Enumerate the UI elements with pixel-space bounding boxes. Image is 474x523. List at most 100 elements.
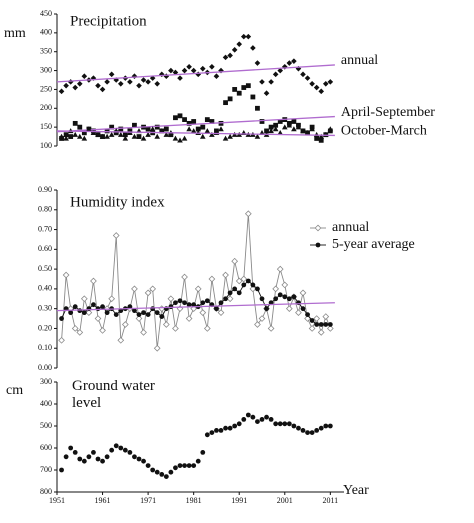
marker	[104, 128, 110, 134]
marker	[281, 124, 288, 130]
marker	[186, 463, 192, 468]
marker	[199, 65, 206, 72]
marker	[177, 298, 183, 304]
marker	[145, 312, 151, 317]
marker	[80, 295, 88, 303]
marker	[268, 79, 274, 85]
marker	[199, 133, 206, 139]
marker	[226, 295, 234, 303]
marker	[81, 135, 88, 141]
marker	[309, 318, 315, 323]
y-tick-label: 0.30	[38, 303, 52, 312]
marker	[100, 304, 105, 310]
marker	[327, 79, 334, 85]
marker	[299, 289, 307, 297]
y-tick-label: 700	[40, 465, 52, 474]
marker	[95, 131, 101, 137]
marker	[172, 69, 179, 76]
marker	[135, 315, 143, 322]
marker	[162, 321, 170, 328]
y-tick-label: 250	[40, 84, 52, 93]
marker	[208, 275, 216, 283]
marker	[259, 296, 265, 302]
legend-label: 5-year average	[332, 237, 415, 252]
marker	[144, 289, 152, 297]
marker	[117, 80, 124, 87]
y-tick-label: 0.20	[38, 323, 52, 332]
marker	[159, 314, 165, 319]
marker	[281, 281, 289, 289]
marker	[127, 450, 133, 455]
marker	[227, 52, 233, 59]
marker	[277, 119, 283, 124]
marker	[81, 73, 88, 80]
marker	[281, 64, 288, 70]
marker	[177, 137, 183, 143]
marker	[223, 100, 228, 106]
marker	[313, 315, 321, 322]
marker	[113, 312, 119, 317]
marker	[232, 87, 238, 92]
marker	[153, 344, 161, 352]
marker	[314, 428, 320, 433]
marker	[168, 67, 174, 74]
marker	[131, 73, 138, 80]
marker	[186, 64, 192, 70]
marker	[232, 286, 238, 292]
marker	[227, 133, 233, 139]
marker	[255, 286, 260, 292]
marker	[181, 135, 188, 141]
marker	[59, 467, 64, 473]
marker	[68, 134, 74, 139]
marker	[121, 321, 129, 328]
marker	[218, 126, 224, 132]
marker	[285, 305, 293, 313]
marker	[236, 90, 242, 96]
marker	[77, 456, 83, 462]
y-tick-label: 100	[40, 141, 52, 150]
marker	[195, 71, 202, 78]
marker	[244, 210, 252, 218]
marker	[77, 124, 83, 130]
marker	[63, 454, 69, 460]
marker	[95, 456, 101, 462]
marker	[214, 428, 219, 433]
y-tick-label: 150	[40, 122, 52, 131]
marker	[309, 430, 315, 435]
marker	[71, 325, 79, 332]
marker	[318, 425, 324, 431]
marker	[140, 329, 147, 336]
marker	[327, 423, 333, 429]
x-tick-label: 1951	[49, 496, 65, 505]
marker	[308, 325, 316, 332]
marker	[236, 421, 242, 427]
marker	[282, 421, 288, 427]
x-tick-label: 1961	[95, 496, 111, 505]
marker	[317, 329, 325, 336]
series-label: April-September	[341, 105, 435, 120]
marker	[241, 417, 247, 422]
y-tick-label: 0.40	[38, 284, 52, 293]
trend-line	[56, 130, 335, 137]
series-line	[61, 280, 331, 325]
marker	[295, 309, 302, 316]
marker	[122, 132, 128, 138]
marker	[204, 117, 210, 122]
marker	[99, 133, 106, 139]
marker	[172, 135, 179, 141]
marker	[154, 124, 160, 130]
marker	[199, 309, 207, 316]
marker	[327, 322, 333, 327]
marker	[132, 454, 137, 460]
marker	[231, 257, 239, 265]
marker	[254, 60, 261, 66]
marker	[159, 472, 165, 477]
marker	[313, 84, 320, 91]
marker	[131, 285, 138, 293]
marker	[273, 296, 279, 302]
marker	[231, 47, 238, 53]
marker	[286, 122, 293, 128]
marker	[68, 445, 74, 451]
marker	[154, 133, 161, 139]
marker	[277, 292, 283, 298]
